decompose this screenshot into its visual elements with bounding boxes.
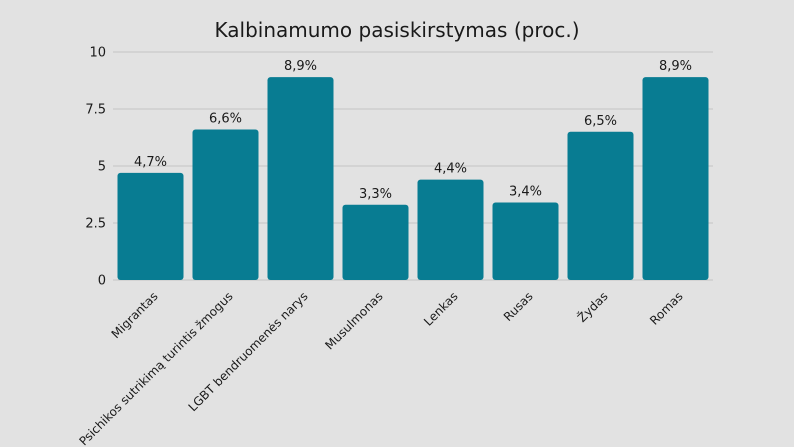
y-tick-label: 2.5 [85, 217, 106, 232]
category-label: Lenkas [421, 289, 460, 328]
data-label: 8,9% [284, 59, 317, 74]
bar [417, 179, 484, 280]
bar [117, 172, 184, 280]
bar [192, 129, 259, 280]
bar [642, 77, 709, 280]
category-label: LGBT bendruomenės narys [186, 289, 311, 414]
data-label: 4,4% [434, 162, 467, 177]
y-tick-label: 10 [89, 46, 106, 61]
category-label: Psichikos sutrikimą turintis žmogus [76, 289, 235, 447]
bar [567, 131, 634, 280]
category-label: Migrantas [109, 289, 161, 341]
data-label: 4,7% [134, 155, 167, 170]
data-label: 6,6% [209, 112, 242, 127]
y-tick-label: 5 [98, 160, 106, 175]
y-tick-label: 0 [98, 274, 106, 289]
category-label: Žydas [574, 289, 610, 325]
category-label: Romas [647, 289, 685, 327]
category-label: Musulmonas [322, 289, 385, 352]
chart-title: Kalbinamumo pasiskirstymas (proc.) [214, 18, 580, 42]
data-label: 3,3% [359, 187, 392, 202]
data-label: 8,9% [659, 59, 692, 74]
bar [267, 77, 334, 280]
category-label: Rusas [501, 289, 536, 324]
y-tick-label: 7.5 [85, 103, 106, 118]
data-label: 3,4% [509, 184, 542, 199]
bar [492, 202, 559, 280]
bar [342, 204, 409, 280]
data-label: 6,5% [584, 114, 617, 129]
